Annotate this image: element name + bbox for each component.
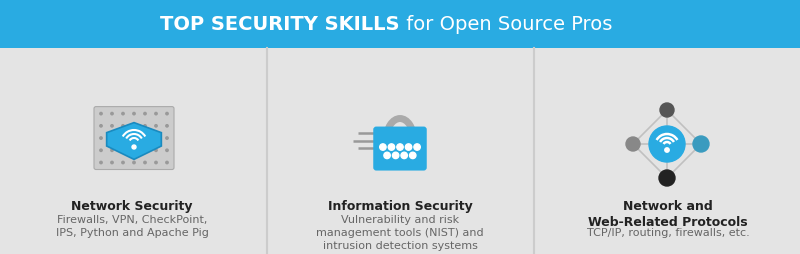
Text: Firewalls, VPN, CheckPoint,
IPS, Python and Apache Pig: Firewalls, VPN, CheckPoint, IPS, Python … <box>55 214 209 237</box>
Circle shape <box>133 162 135 164</box>
Circle shape <box>410 153 416 159</box>
Circle shape <box>384 153 390 159</box>
Text: Network and
Web-Related Protocols: Network and Web-Related Protocols <box>588 199 748 228</box>
Circle shape <box>155 125 157 128</box>
Text: TOP SECURITY SKILLS: TOP SECURITY SKILLS <box>161 15 400 34</box>
Circle shape <box>659 170 675 186</box>
Circle shape <box>393 153 399 159</box>
Circle shape <box>133 137 135 140</box>
Circle shape <box>414 144 420 151</box>
Circle shape <box>166 137 168 140</box>
Circle shape <box>100 137 102 140</box>
Text: TCP/IP, routing, firewalls, etc.: TCP/IP, routing, firewalls, etc. <box>586 227 750 237</box>
Circle shape <box>100 162 102 164</box>
Text: Information Security: Information Security <box>328 199 472 212</box>
Circle shape <box>100 125 102 128</box>
Circle shape <box>155 150 157 152</box>
Circle shape <box>397 144 403 151</box>
Circle shape <box>660 104 674 118</box>
Circle shape <box>155 137 157 140</box>
Circle shape <box>133 113 135 115</box>
Circle shape <box>166 150 168 152</box>
Circle shape <box>100 113 102 115</box>
Circle shape <box>401 153 407 159</box>
Circle shape <box>155 113 157 115</box>
Circle shape <box>144 125 146 128</box>
Circle shape <box>122 162 124 164</box>
FancyBboxPatch shape <box>94 107 174 170</box>
Circle shape <box>110 125 114 128</box>
FancyBboxPatch shape <box>374 127 426 171</box>
Text: TOP SECURITY SKILLS for Open Source Pros: TOP SECURITY SKILLS for Open Source Pros <box>188 15 612 34</box>
Circle shape <box>110 137 114 140</box>
Text: Network Security: Network Security <box>71 199 193 212</box>
Circle shape <box>649 126 685 162</box>
Circle shape <box>144 162 146 164</box>
Circle shape <box>122 113 124 115</box>
Circle shape <box>155 162 157 164</box>
Circle shape <box>144 113 146 115</box>
Circle shape <box>133 150 135 152</box>
Text: Vulnerability and risk
management tools (NIST) and
intrusion detection systems: Vulnerability and risk management tools … <box>316 214 484 250</box>
Circle shape <box>166 162 168 164</box>
Text: for Open Source Pros: for Open Source Pros <box>400 15 612 34</box>
Circle shape <box>122 137 124 140</box>
Circle shape <box>144 137 146 140</box>
Circle shape <box>166 125 168 128</box>
Circle shape <box>693 136 709 152</box>
Circle shape <box>166 113 168 115</box>
Circle shape <box>144 150 146 152</box>
Bar <box>0 0 800 49</box>
Circle shape <box>626 137 640 151</box>
Circle shape <box>380 144 386 151</box>
Circle shape <box>110 150 114 152</box>
Circle shape <box>132 146 136 149</box>
Circle shape <box>388 144 394 151</box>
Circle shape <box>110 113 114 115</box>
Polygon shape <box>106 123 162 160</box>
Circle shape <box>122 150 124 152</box>
Circle shape <box>110 162 114 164</box>
Circle shape <box>665 148 669 153</box>
Circle shape <box>133 125 135 128</box>
Circle shape <box>122 125 124 128</box>
Circle shape <box>406 144 412 151</box>
Circle shape <box>100 150 102 152</box>
